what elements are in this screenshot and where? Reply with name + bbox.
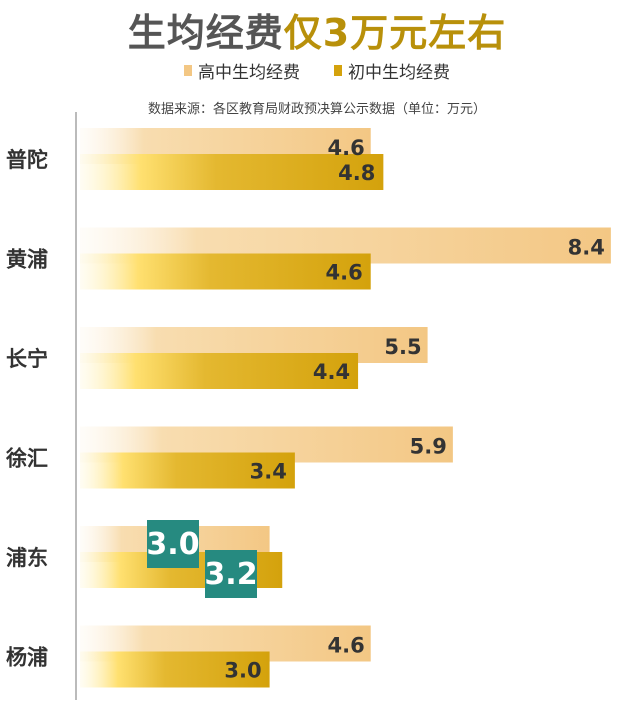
value-label-mid-1: 4.6 <box>326 261 363 285</box>
category-label-5: 杨浦 <box>6 646 48 670</box>
value-label-mid-2: 4.4 <box>313 360 350 384</box>
highlight-box-mid <box>205 550 257 598</box>
category-label-1: 黄浦 <box>6 248 48 272</box>
legend-item-mid: 初中生均经费 <box>334 58 450 83</box>
title-part-1: 生均经费 <box>127 11 284 55</box>
highlight-box-high <box>147 520 199 568</box>
title-part-2: 仅3万元左右 <box>283 11 507 55</box>
category-label-4: 浦东 <box>6 546 48 570</box>
value-label-high-1: 8.4 <box>568 236 605 260</box>
bar-mid-5 <box>80 651 270 688</box>
legend-swatch-mid <box>334 65 342 76</box>
legend-swatch-high <box>184 65 192 76</box>
bar-mid-0 <box>80 154 384 190</box>
bar-mid-2 <box>80 353 359 389</box>
value-label-mid-4: 3.2 <box>204 557 257 592</box>
value-label-high-5: 4.6 <box>328 634 365 658</box>
category-label-3: 徐汇 <box>5 447 48 471</box>
legend: 高中生均经费 初中生均经费 <box>0 58 634 83</box>
legend-label-high: 高中生均经费 <box>198 63 300 83</box>
bar-mid-3 <box>80 452 295 489</box>
value-label-high-2: 5.5 <box>384 335 421 359</box>
value-label-high-3: 5.9 <box>410 435 447 459</box>
value-label-mid-5: 3.0 <box>224 659 261 683</box>
legend-label-mid: 初中生均经费 <box>348 63 450 83</box>
legend-item-high: 高中生均经费 <box>184 58 300 83</box>
value-label-high-4: 3.0 <box>146 527 199 562</box>
category-label-2: 长宁 <box>6 347 48 371</box>
category-label-0: 普陀 <box>6 148 48 172</box>
value-label-mid-3: 3.4 <box>250 460 287 484</box>
value-label-high-0: 4.6 <box>328 136 365 160</box>
value-label-mid-0: 4.8 <box>338 161 375 185</box>
data-source-note: 数据来源：各区教育局财政预决算公示数据（单位：万元） <box>147 102 486 117</box>
bar-mid-1 <box>80 253 371 290</box>
chart-title: 生均经费仅3万元左右 <box>0 2 634 57</box>
